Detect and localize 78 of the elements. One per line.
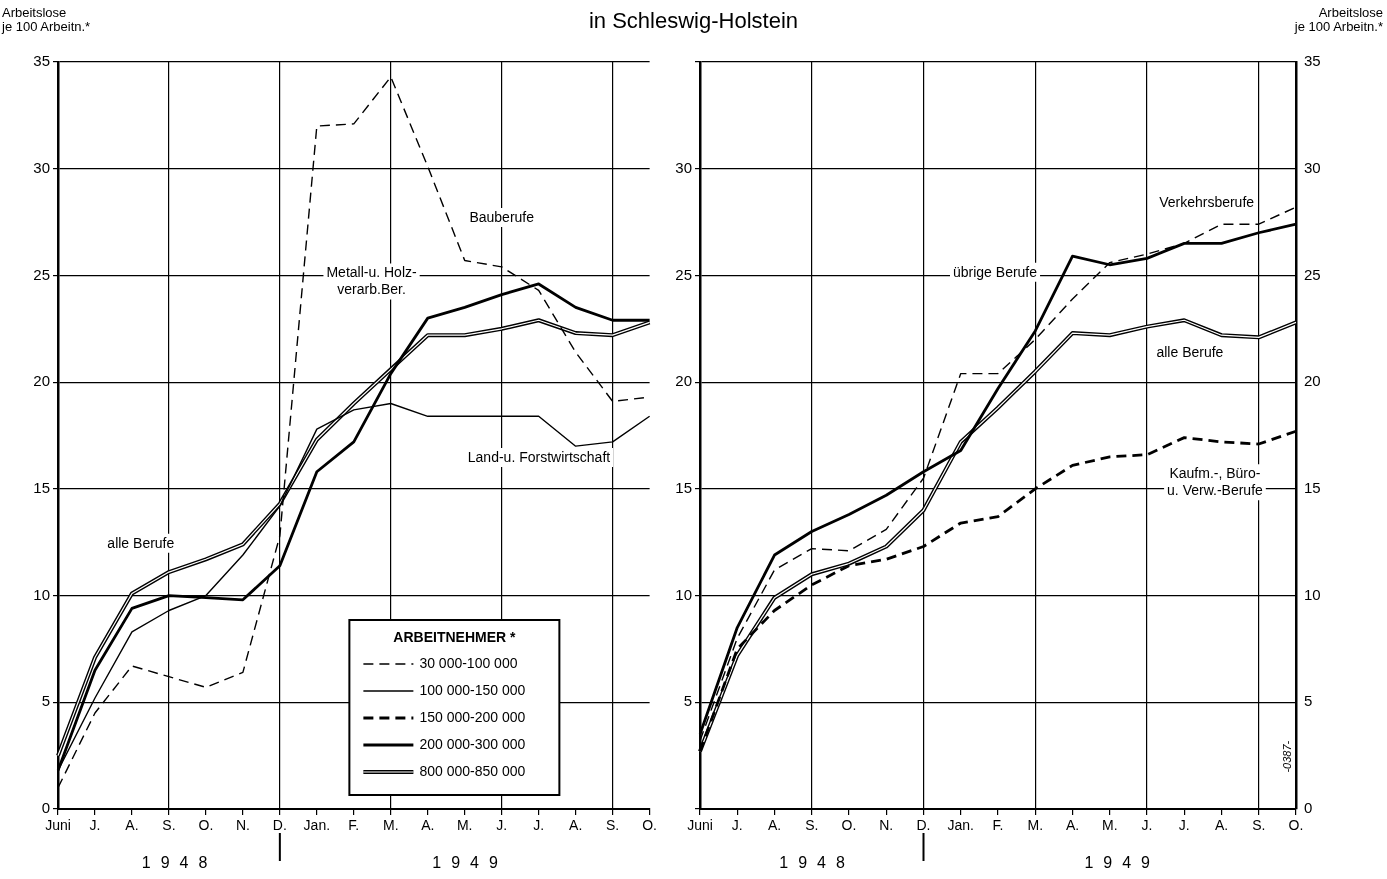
annotation: Kaufm.-, Büro- u. Verw.-Berufe bbox=[1167, 465, 1264, 499]
x-tick-label: J. bbox=[731, 817, 743, 834]
legend-label: 30 000-100 000 bbox=[419, 654, 518, 671]
y2-axis-title: Arbeitslose je 100 Arbeitn.* bbox=[1294, 5, 1383, 34]
y-tick-label: 10 bbox=[33, 585, 50, 603]
x-tick-label: Juni bbox=[45, 817, 71, 834]
y-tick-label: 25 bbox=[33, 265, 50, 283]
text: 1949 bbox=[1084, 853, 1160, 871]
x-tick-label: D. bbox=[272, 817, 287, 834]
x-tick-label: S. bbox=[1252, 817, 1266, 834]
annotation: alle Berufe bbox=[107, 534, 175, 551]
legend-label: 100 000-150 000 bbox=[419, 681, 526, 698]
x-tick-label: O. bbox=[642, 817, 657, 834]
y2-tick-label: 35 bbox=[1304, 52, 1321, 70]
x-tick-label: Juni bbox=[687, 817, 713, 834]
legend-label: 800 000-850 000 bbox=[419, 762, 526, 779]
y-tick-label: 20 bbox=[33, 372, 50, 390]
x-tick-label: M. bbox=[383, 817, 399, 834]
annotation: alle Berufe bbox=[1156, 344, 1224, 361]
x-tick-label: O. bbox=[198, 817, 214, 834]
text: 1948 bbox=[779, 853, 855, 871]
y2-tick-label: 10 bbox=[1304, 585, 1321, 603]
y2-tick-label: 20 bbox=[1304, 372, 1321, 390]
x-tick-label: D. bbox=[916, 817, 931, 834]
y2-tick-label: 25 bbox=[1304, 265, 1321, 283]
y-tick-label: 20 bbox=[675, 372, 692, 390]
y-tick-label: 10 bbox=[675, 585, 692, 603]
y-tick-label: 5 bbox=[683, 692, 692, 710]
annotation: -0387- bbox=[1281, 740, 1294, 773]
x-tick-label: F. bbox=[348, 817, 360, 834]
annotation: Land-u. Forstwirtschaft bbox=[467, 448, 611, 465]
annotation: Bauberufe bbox=[469, 208, 535, 225]
y-tick-label: 15 bbox=[675, 479, 692, 496]
x-tick-label: Jan. bbox=[947, 817, 974, 834]
legend-label: 150 000-200 000 bbox=[419, 708, 526, 725]
y-tick-label: 30 bbox=[675, 158, 692, 176]
y-tick-label: 5 bbox=[41, 692, 50, 710]
y2-tick-label: 30 bbox=[1304, 158, 1321, 176]
x-tick-label: J. bbox=[1178, 817, 1190, 834]
x-tick-label: O. bbox=[841, 817, 857, 834]
x-tick-label: J. bbox=[89, 817, 101, 834]
annotation: Metall-u. Holz- verarb.Ber. bbox=[326, 264, 418, 298]
x-tick-label: A. bbox=[767, 817, 782, 834]
x-tick-label: S. bbox=[606, 817, 620, 834]
chart-title: in Schleswig-Holstein bbox=[588, 8, 799, 33]
x-tick-label: M. bbox=[456, 817, 473, 834]
x-tick-label: J. bbox=[1141, 817, 1153, 834]
text: 1948 bbox=[141, 853, 218, 871]
x-tick-label: O. bbox=[1288, 817, 1304, 834]
legend-title: ARBEITNEHMER * bbox=[393, 628, 516, 645]
y-tick-label: 25 bbox=[675, 265, 692, 283]
x-tick-label: N. bbox=[235, 817, 250, 834]
x-tick-label: M. bbox=[1027, 817, 1044, 834]
y2-tick-label: 15 bbox=[1304, 479, 1321, 496]
y-tick-label: 0 bbox=[41, 799, 50, 817]
x-tick-label: A. bbox=[1214, 817, 1229, 834]
x-tick-label: A. bbox=[569, 817, 583, 834]
x-tick-label: A. bbox=[1065, 817, 1080, 834]
x-tick-label: A. bbox=[421, 817, 435, 834]
legend-label: 200 000-300 000 bbox=[419, 735, 526, 752]
y2-tick-label: 0 bbox=[1304, 799, 1313, 817]
x-tick-label: J. bbox=[496, 817, 508, 834]
y-axis-title: Arbeitslose je 100 Arbeitn.* bbox=[2, 5, 91, 34]
y-tick-label: 15 bbox=[33, 479, 50, 496]
y-tick-label: 35 bbox=[33, 52, 50, 70]
x-tick-label: A. bbox=[125, 817, 139, 834]
annotation: übrige Berufe bbox=[952, 263, 1038, 280]
y-tick-label: 30 bbox=[33, 158, 50, 176]
y2-tick-label: 5 bbox=[1304, 692, 1313, 710]
x-tick-label: M. bbox=[1101, 817, 1118, 834]
x-tick-label: F. bbox=[992, 817, 1004, 834]
x-tick-label: N. bbox=[879, 817, 894, 834]
x-tick-label: S. bbox=[162, 817, 176, 834]
x-tick-label: Jan. bbox=[303, 817, 331, 834]
annotation: Verkehrsberufe bbox=[1159, 194, 1255, 211]
x-tick-label: J. bbox=[533, 817, 545, 834]
text: 1949 bbox=[432, 853, 508, 871]
x-tick-label: S. bbox=[805, 817, 819, 834]
